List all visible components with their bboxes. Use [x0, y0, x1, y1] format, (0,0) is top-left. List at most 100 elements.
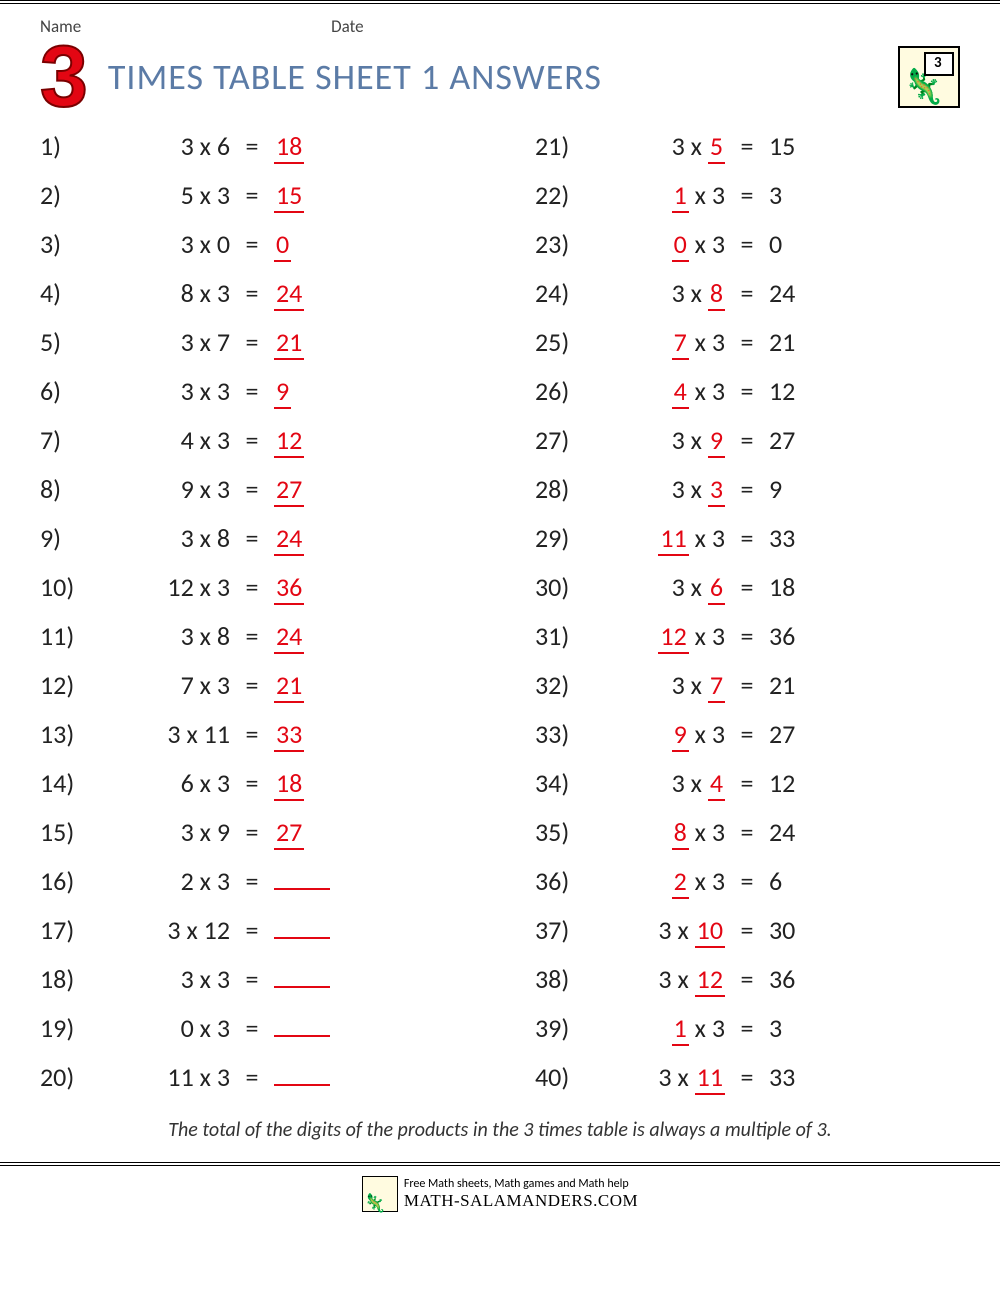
problem-number: 18) — [40, 963, 100, 995]
problem-answer: 27 — [769, 424, 839, 456]
problem-number: 9) — [40, 522, 100, 554]
problem-number: 1) — [40, 130, 100, 162]
problem-row: 32)3 x 7=21 — [535, 669, 960, 718]
problem-answer: 12 — [769, 375, 839, 407]
problem-row: 10)12 x 3=36 — [40, 571, 465, 620]
problem-number: 33) — [535, 718, 595, 750]
problem-answer: 18 — [769, 571, 839, 603]
equals-sign: = — [725, 620, 769, 652]
problem-row: 27)3 x 9=27 — [535, 424, 960, 473]
problem-number: 15) — [40, 816, 100, 848]
equals-sign: = — [230, 326, 274, 358]
problem-expression: 12 x 3 — [100, 571, 230, 603]
equals-sign: = — [725, 865, 769, 897]
problem-expression: 3 x 9 — [595, 424, 725, 458]
problem-row: 13)3 x 11=33 — [40, 718, 465, 767]
problem-number: 17) — [40, 914, 100, 946]
problem-answer — [274, 865, 344, 897]
problem-row: 22)1 x 3=3 — [535, 179, 960, 228]
problem-number: 5) — [40, 326, 100, 358]
problem-row: 3)3 x 0=0 — [40, 228, 465, 277]
equals-sign: = — [230, 1061, 274, 1093]
equals-sign: = — [230, 424, 274, 456]
problem-answer: 15 — [769, 130, 839, 162]
problem-row: 2)5 x 3=15 — [40, 179, 465, 228]
problem-row: 4)8 x 3=24 — [40, 277, 465, 326]
footer-logo-icon — [362, 1176, 398, 1212]
problem-answer — [274, 914, 344, 946]
problem-number: 11) — [40, 620, 100, 652]
page-title: TIMES TABLE SHEET 1 ANSWERS — [108, 55, 602, 99]
problem-row: 30)3 x 6=18 — [535, 571, 960, 620]
problem-expression: 9 x 3 — [595, 718, 725, 752]
problem-answer: 21 — [769, 669, 839, 701]
problem-expression: 4 x 3 — [595, 375, 725, 409]
problem-expression: 2 x 3 — [100, 865, 230, 897]
problem-number: 6) — [40, 375, 100, 407]
problem-number: 25) — [535, 326, 595, 358]
problem-expression: 3 x 4 — [595, 767, 725, 801]
problem-columns: 1)3 x 6=182)5 x 3=153)3 x 0=04)8 x 3=245… — [40, 130, 960, 1110]
equals-sign: = — [725, 914, 769, 946]
equals-sign: = — [230, 179, 274, 211]
problem-number: 38) — [535, 963, 595, 995]
problem-number: 36) — [535, 865, 595, 897]
equals-sign: = — [230, 963, 274, 995]
problem-number: 31) — [535, 620, 595, 652]
problem-number: 2) — [40, 179, 100, 211]
problem-expression: 3 x 7 — [100, 326, 230, 358]
problem-number: 10) — [40, 571, 100, 603]
problem-answer: 0 — [274, 228, 344, 262]
problem-row: 28)3 x 3=9 — [535, 473, 960, 522]
problem-expression: 3 x 8 — [100, 522, 230, 554]
problem-expression: 11 x 3 — [595, 522, 725, 556]
problem-row: 39)1 x 3=3 — [535, 1012, 960, 1061]
problem-row: 15)3 x 9=27 — [40, 816, 465, 865]
problem-row: 17)3 x 12= — [40, 914, 465, 963]
problem-number: 14) — [40, 767, 100, 799]
equals-sign: = — [725, 1012, 769, 1044]
big-number-icon: 3 — [40, 43, 84, 112]
problem-row: 11)3 x 8=24 — [40, 620, 465, 669]
problem-expression: 7 x 3 — [100, 669, 230, 701]
problem-answer: 36 — [769, 963, 839, 995]
problem-row: 8)9 x 3=27 — [40, 473, 465, 522]
chalkboard-icon — [924, 52, 954, 76]
problem-expression: 3 x 7 — [595, 669, 725, 703]
problem-answer: 18 — [274, 130, 344, 164]
problem-number: 21) — [535, 130, 595, 162]
problem-expression: 8 x 3 — [595, 816, 725, 850]
problem-number: 3) — [40, 228, 100, 260]
problem-answer: 21 — [274, 326, 344, 360]
problem-expression: 3 x 5 — [595, 130, 725, 164]
equals-sign: = — [230, 914, 274, 946]
problem-row: 21)3 x 5=15 — [535, 130, 960, 179]
problem-row: 5)3 x 7=21 — [40, 326, 465, 375]
problem-answer: 36 — [274, 571, 344, 605]
equals-sign: = — [725, 669, 769, 701]
equals-sign: = — [230, 767, 274, 799]
equals-sign: = — [725, 1061, 769, 1093]
problem-number: 37) — [535, 914, 595, 946]
problem-number: 12) — [40, 669, 100, 701]
problem-expression: 3 x 3 — [595, 473, 725, 507]
equals-sign: = — [725, 816, 769, 848]
problem-expression: 9 x 3 — [100, 473, 230, 505]
problem-expression: 3 x 11 — [595, 1061, 725, 1095]
problem-expression: 3 x 12 — [100, 914, 230, 946]
problem-answer: 24 — [769, 816, 839, 848]
problem-row: 16)2 x 3= — [40, 865, 465, 914]
problem-row: 1)3 x 6=18 — [40, 130, 465, 179]
problem-expression: 3 x 3 — [100, 963, 230, 995]
problem-number: 32) — [535, 669, 595, 701]
equals-sign: = — [725, 767, 769, 799]
equals-sign: = — [230, 130, 274, 162]
equals-sign: = — [725, 473, 769, 505]
problem-expression: 0 x 3 — [100, 1012, 230, 1044]
equals-sign: = — [230, 473, 274, 505]
problem-number: 19) — [40, 1012, 100, 1044]
problem-number: 34) — [535, 767, 595, 799]
problem-number: 8) — [40, 473, 100, 505]
equals-sign: = — [230, 277, 274, 309]
equals-sign: = — [230, 620, 274, 652]
